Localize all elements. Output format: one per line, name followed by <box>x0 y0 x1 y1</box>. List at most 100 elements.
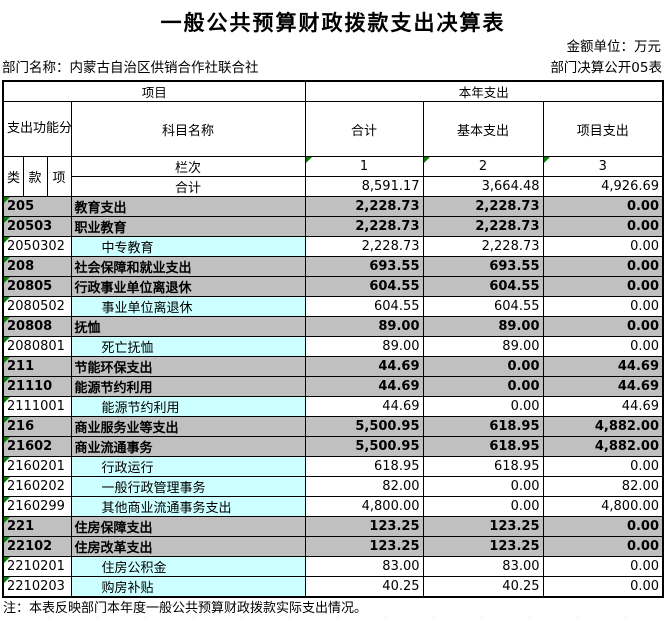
row-code-cell[interactable]: 205 <box>2 196 72 217</box>
row-basic-cell[interactable]: 83.00 <box>422 556 544 577</box>
row-name-cell[interactable]: 购房补贴 <box>70 576 306 598</box>
row-project-cell[interactable]: 0.00 <box>542 236 664 257</box>
row-name-cell[interactable]: 社会保障和就业支出 <box>70 256 306 277</box>
row-project-cell[interactable]: 0.00 <box>542 456 664 477</box>
row-total-cell[interactable]: 123.25 <box>304 516 424 537</box>
row-code-cell[interactable]: 2160202 <box>2 476 72 497</box>
row-code-cell[interactable]: 221 <box>2 516 72 537</box>
column-number-1[interactable]: 1 <box>304 156 424 177</box>
row-total-cell[interactable]: 82.00 <box>304 476 424 497</box>
row-basic-cell[interactable]: 0.00 <box>422 496 544 517</box>
row-basic-cell[interactable]: 693.55 <box>422 256 544 277</box>
row-basic-cell[interactable]: 604.55 <box>422 296 544 317</box>
summary-total[interactable]: 8,591.17 <box>304 176 424 197</box>
header-project-group[interactable]: 项目 <box>2 80 306 102</box>
row-code-cell[interactable]: 22102 <box>2 536 72 557</box>
row-basic-cell[interactable]: 89.00 <box>422 316 544 337</box>
row-project-cell[interactable]: 44.69 <box>542 396 664 417</box>
row-project-cell[interactable]: 0.00 <box>542 276 664 297</box>
row-basic-cell[interactable]: 40.25 <box>422 576 544 598</box>
header-current-year-group[interactable]: 本年支出 <box>304 80 664 102</box>
summary-basic[interactable]: 3,664.48 <box>422 176 544 197</box>
row-project-cell[interactable]: 0.00 <box>542 296 664 317</box>
row-project-cell[interactable]: 0.00 <box>542 556 664 577</box>
row-total-cell[interactable]: 693.55 <box>304 256 424 277</box>
row-basic-cell[interactable]: 0.00 <box>422 396 544 417</box>
row-name-cell[interactable]: 中专教育 <box>70 236 306 257</box>
row-total-cell[interactable]: 5,500.95 <box>304 416 424 437</box>
row-project-cell[interactable]: 44.69 <box>542 356 664 377</box>
row-project-cell[interactable]: 0.00 <box>542 516 664 537</box>
row-code-cell[interactable]: 2050302 <box>2 236 72 257</box>
row-code-cell[interactable]: 2111001 <box>2 396 72 417</box>
row-total-cell[interactable]: 44.69 <box>304 376 424 397</box>
header-section[interactable]: 款 <box>22 156 48 197</box>
row-total-cell[interactable]: 44.69 <box>304 356 424 377</box>
row-name-cell[interactable]: 职业教育 <box>70 216 306 237</box>
row-total-cell[interactable]: 2,228.73 <box>304 216 424 237</box>
row-total-cell[interactable]: 89.00 <box>304 316 424 337</box>
row-total-cell[interactable]: 5,500.95 <box>304 436 424 457</box>
row-code-cell[interactable]: 2160201 <box>2 456 72 477</box>
row-project-cell[interactable]: 4,882.00 <box>542 416 664 437</box>
row-name-cell[interactable]: 能源节约利用 <box>70 376 306 397</box>
row-basic-cell[interactable]: 618.95 <box>422 436 544 457</box>
summary-label[interactable]: 合计 <box>70 176 306 197</box>
row-name-cell[interactable]: 行政运行 <box>70 456 306 477</box>
row-name-cell[interactable]: 教育支出 <box>70 196 306 217</box>
row-project-cell[interactable]: 0.00 <box>542 336 664 357</box>
header-column-label[interactable]: 栏次 <box>70 156 306 177</box>
header-class[interactable]: 类 <box>2 156 24 197</box>
row-name-cell[interactable]: 住房改革支出 <box>70 536 306 557</box>
row-name-cell[interactable]: 抚恤 <box>70 316 306 337</box>
row-basic-cell[interactable]: 0.00 <box>422 476 544 497</box>
header-function-code[interactable]: 支出功能分类科目编码 <box>2 101 72 157</box>
row-total-cell[interactable]: 4,800.00 <box>304 496 424 517</box>
header-item[interactable]: 项 <box>46 156 72 197</box>
row-basic-cell[interactable]: 89.00 <box>422 336 544 357</box>
row-total-cell[interactable]: 123.25 <box>304 536 424 557</box>
column-number-2[interactable]: 2 <box>422 156 544 177</box>
row-code-cell[interactable]: 2080502 <box>2 296 72 317</box>
row-code-cell[interactable]: 20808 <box>2 316 72 337</box>
row-project-cell[interactable]: 82.00 <box>542 476 664 497</box>
header-total[interactable]: 合计 <box>304 101 424 157</box>
row-basic-cell[interactable]: 2,228.73 <box>422 216 544 237</box>
row-project-cell[interactable]: 4,882.00 <box>542 436 664 457</box>
row-basic-cell[interactable]: 123.25 <box>422 516 544 537</box>
row-name-cell[interactable]: 住房公积金 <box>70 556 306 577</box>
row-total-cell[interactable]: 83.00 <box>304 556 424 577</box>
row-name-cell[interactable]: 死亡抚恤 <box>70 336 306 357</box>
header-project-expenditure[interactable]: 项目支出 <box>542 101 664 157</box>
row-basic-cell[interactable]: 0.00 <box>422 356 544 377</box>
row-total-cell[interactable]: 89.00 <box>304 336 424 357</box>
row-total-cell[interactable]: 2,228.73 <box>304 236 424 257</box>
row-name-cell[interactable]: 一般行政管理事务 <box>70 476 306 497</box>
row-code-cell[interactable]: 2210203 <box>2 576 72 598</box>
row-code-cell[interactable]: 20503 <box>2 216 72 237</box>
row-code-cell[interactable]: 2210201 <box>2 556 72 577</box>
row-basic-cell[interactable]: 0.00 <box>422 376 544 397</box>
summary-project[interactable]: 4,926.69 <box>542 176 664 197</box>
row-basic-cell[interactable]: 2,228.73 <box>422 196 544 217</box>
row-project-cell[interactable]: 44.69 <box>542 376 664 397</box>
row-code-cell[interactable]: 21602 <box>2 436 72 457</box>
row-project-cell[interactable]: 0.00 <box>542 256 664 277</box>
row-name-cell[interactable]: 节能环保支出 <box>70 356 306 377</box>
row-total-cell[interactable]: 604.55 <box>304 296 424 317</box>
row-total-cell[interactable]: 604.55 <box>304 276 424 297</box>
row-total-cell[interactable]: 2,228.73 <box>304 196 424 217</box>
row-name-cell[interactable]: 其他商业流通事务支出 <box>70 496 306 517</box>
row-name-cell[interactable]: 能源节约利用 <box>70 396 306 417</box>
row-project-cell[interactable]: 4,800.00 <box>542 496 664 517</box>
row-code-cell[interactable]: 208 <box>2 256 72 277</box>
row-project-cell[interactable]: 0.00 <box>542 536 664 557</box>
row-name-cell[interactable]: 行政事业单位离退休 <box>70 276 306 297</box>
row-name-cell[interactable]: 住房保障支出 <box>70 516 306 537</box>
row-project-cell[interactable]: 0.00 <box>542 216 664 237</box>
row-basic-cell[interactable]: 618.95 <box>422 456 544 477</box>
row-name-cell[interactable]: 事业单位离退休 <box>70 296 306 317</box>
row-basic-cell[interactable]: 618.95 <box>422 416 544 437</box>
row-code-cell[interactable]: 2080801 <box>2 336 72 357</box>
row-total-cell[interactable]: 618.95 <box>304 456 424 477</box>
